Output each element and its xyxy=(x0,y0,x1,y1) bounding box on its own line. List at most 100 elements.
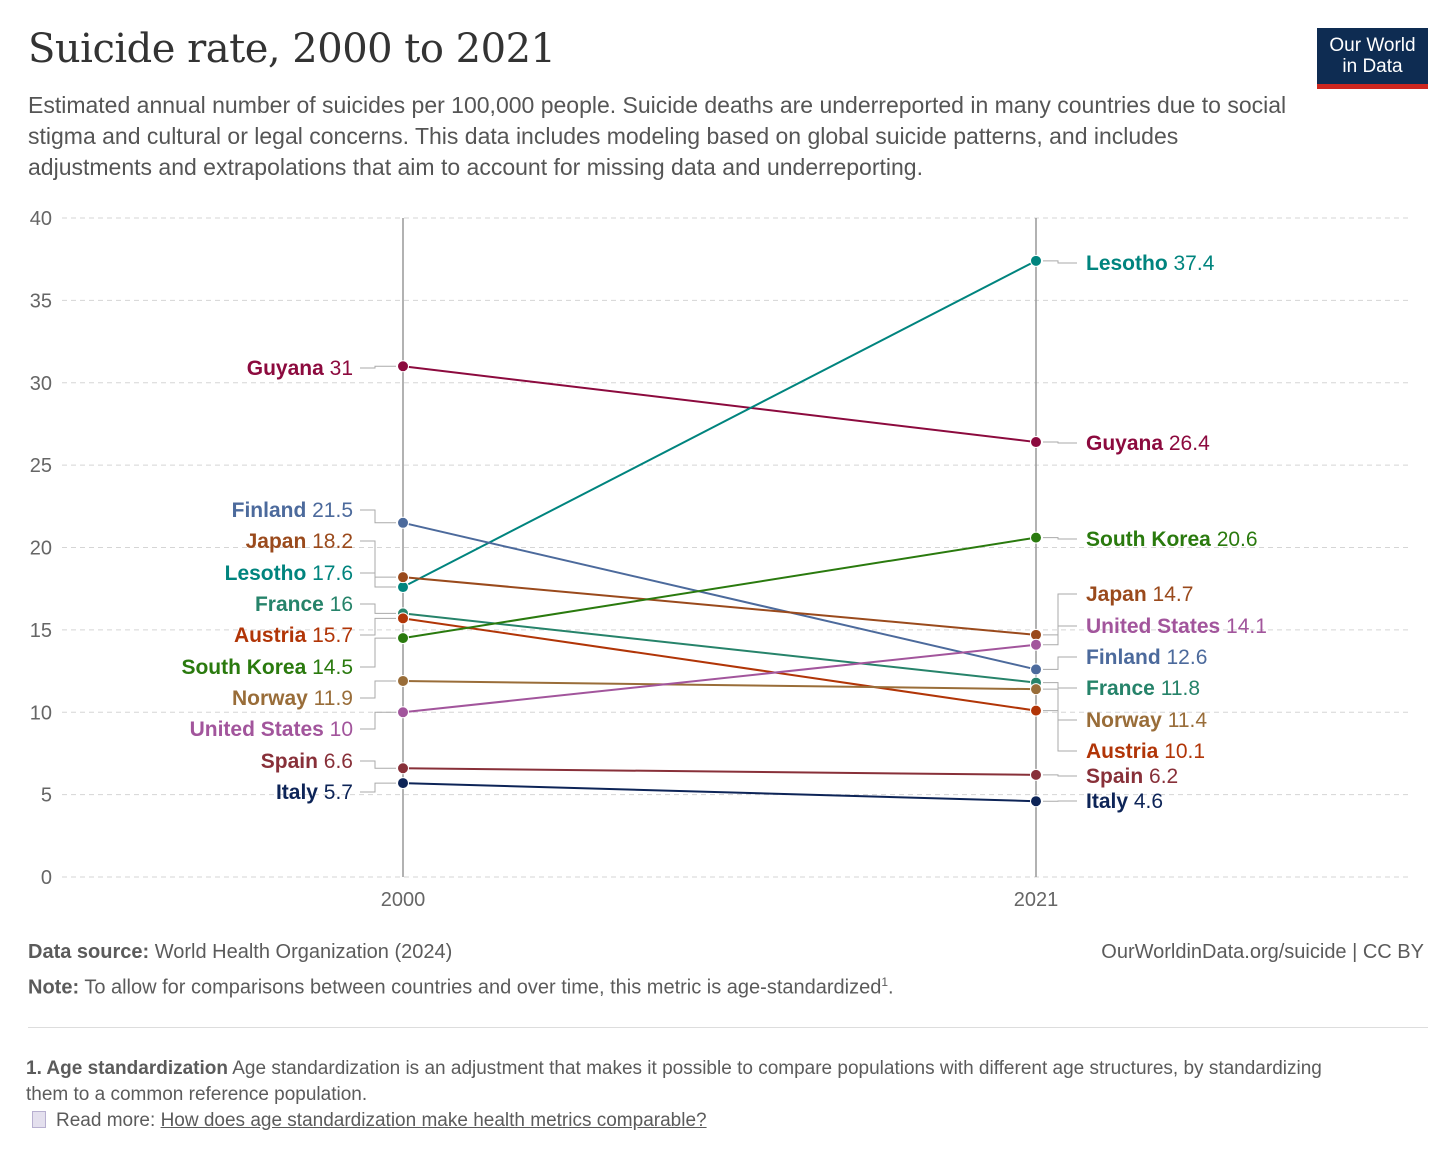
data-point xyxy=(397,632,409,645)
data-label: South Korea 14.5 xyxy=(181,656,353,679)
data-point xyxy=(397,360,409,373)
y-tick-label: 0 xyxy=(41,867,52,889)
data-label: United States 10 xyxy=(190,718,353,741)
x-tick-label: 2021 xyxy=(1014,889,1059,911)
series-line-spain xyxy=(402,767,1037,776)
label-connector xyxy=(360,603,396,614)
note-sup: 1 xyxy=(881,975,889,989)
data-label: United States 14.1 xyxy=(1086,615,1267,638)
source-label: Data source: xyxy=(28,941,150,963)
note-end: . xyxy=(888,976,894,999)
data-point xyxy=(1030,683,1042,696)
label-connector xyxy=(360,365,396,369)
series-line-lesotho xyxy=(402,259,1037,588)
series-line-austria xyxy=(402,617,1037,712)
data-label: Italy 5.7 xyxy=(276,781,353,804)
y-tick-label: 25 xyxy=(30,455,52,477)
data-point xyxy=(397,674,409,687)
data-point xyxy=(397,777,409,790)
note-label: Note: xyxy=(28,976,80,999)
label-connector xyxy=(1043,774,1077,777)
series-line-italy xyxy=(402,782,1037,803)
series-line-norway xyxy=(402,679,1037,691)
label-connector xyxy=(1043,537,1077,540)
data-label: Guyana 26.4 xyxy=(1086,432,1210,455)
label-connector xyxy=(1043,593,1077,636)
data-label: Lesotho 37.4 xyxy=(1086,252,1215,275)
data-label: France 11.8 xyxy=(1086,677,1200,700)
document-icon xyxy=(32,1111,46,1128)
data-label: Italy 4.6 xyxy=(1086,790,1163,813)
note: Note: To allow for comparisons between c… xyxy=(28,975,894,1000)
label-connector xyxy=(1043,710,1077,752)
data-label: Austria 15.7 xyxy=(234,624,353,647)
data-point xyxy=(1030,531,1042,544)
data-point xyxy=(1030,628,1042,641)
y-tick-label: 35 xyxy=(30,290,52,312)
series-line-south-korea xyxy=(402,536,1037,640)
label-connector xyxy=(1043,625,1077,646)
y-tick-label: 15 xyxy=(30,620,52,642)
data-label: Lesotho 17.6 xyxy=(225,562,353,585)
data-point xyxy=(397,516,409,529)
data-point xyxy=(397,571,409,584)
data-point xyxy=(1030,254,1042,267)
divider xyxy=(28,1027,1428,1028)
data-label: Norway 11.9 xyxy=(232,687,353,710)
label-connector xyxy=(360,680,396,699)
y-tick-label: 5 xyxy=(41,785,52,807)
data-label: Finland 21.5 xyxy=(232,499,353,522)
series-line-japan xyxy=(402,576,1037,636)
series-line-finland xyxy=(402,521,1037,671)
data-label: Guyana 31 xyxy=(247,357,353,380)
chart-title: Suicide rate, 2000 to 2021 xyxy=(28,26,556,72)
footnote-text: Age standardization is an adjustment tha… xyxy=(26,1058,1322,1105)
label-connector xyxy=(360,540,396,578)
label-connector xyxy=(1043,260,1077,264)
footnote-title: 1. Age standardization xyxy=(26,1058,228,1079)
data-label: Austria 10.1 xyxy=(1086,740,1205,763)
data-point xyxy=(1030,663,1042,676)
label-connector xyxy=(360,617,396,636)
read-more-label: Read more: xyxy=(56,1110,156,1131)
data-label: Spain 6.2 xyxy=(1086,765,1178,788)
label-connector xyxy=(360,782,396,793)
label-connector xyxy=(1043,656,1077,670)
label-connector xyxy=(360,711,396,730)
label-connector xyxy=(360,760,396,769)
y-tick-label: 40 xyxy=(30,208,52,230)
source-url[interactable]: OurWorldinData.org/suicide | CC BY xyxy=(1101,941,1424,963)
label-connector xyxy=(1043,682,1077,689)
y-tick-label: 10 xyxy=(30,702,52,724)
data-label: Japan 14.7 xyxy=(1086,583,1193,606)
label-connector xyxy=(360,637,396,668)
label-connector xyxy=(1043,688,1077,721)
data-point xyxy=(397,706,409,719)
label-connector xyxy=(360,572,396,588)
data-point xyxy=(1030,768,1042,781)
label-connector xyxy=(360,509,396,524)
note-text: To allow for comparisons between countri… xyxy=(84,976,882,999)
data-label: South Korea 20.6 xyxy=(1086,528,1258,551)
data-point xyxy=(1030,704,1042,717)
data-label: France 16 xyxy=(255,593,353,616)
series-line-guyana xyxy=(402,365,1037,444)
data-label: Norway 11.4 xyxy=(1086,709,1207,732)
owid-logo[interactable]: Our World in Data xyxy=(1317,28,1428,89)
logo-line2: in Data xyxy=(1342,56,1403,77)
series-line-france xyxy=(402,612,1037,684)
source-text: World Health Organization (2024) xyxy=(154,941,453,963)
read-more-link[interactable]: How does age standardization make health… xyxy=(160,1110,707,1131)
label-connector xyxy=(1043,441,1077,444)
data-point xyxy=(1030,436,1042,449)
chart-subtitle: Estimated annual number of suicides per … xyxy=(28,92,1287,180)
logo-line1: Our World xyxy=(1329,35,1416,56)
data-point xyxy=(1030,795,1042,808)
data-source: Data source: World Health Organization (… xyxy=(28,941,452,964)
y-tick-label: 30 xyxy=(30,373,52,395)
data-label: Spain 6.6 xyxy=(261,750,353,773)
slope-chart: 0 5 10 15 20 25 30 35 40 2000 2021 Guyana 31 Guyana … xyxy=(30,208,1412,911)
data-label: Japan 18.2 xyxy=(246,530,353,553)
data-point xyxy=(397,762,409,775)
